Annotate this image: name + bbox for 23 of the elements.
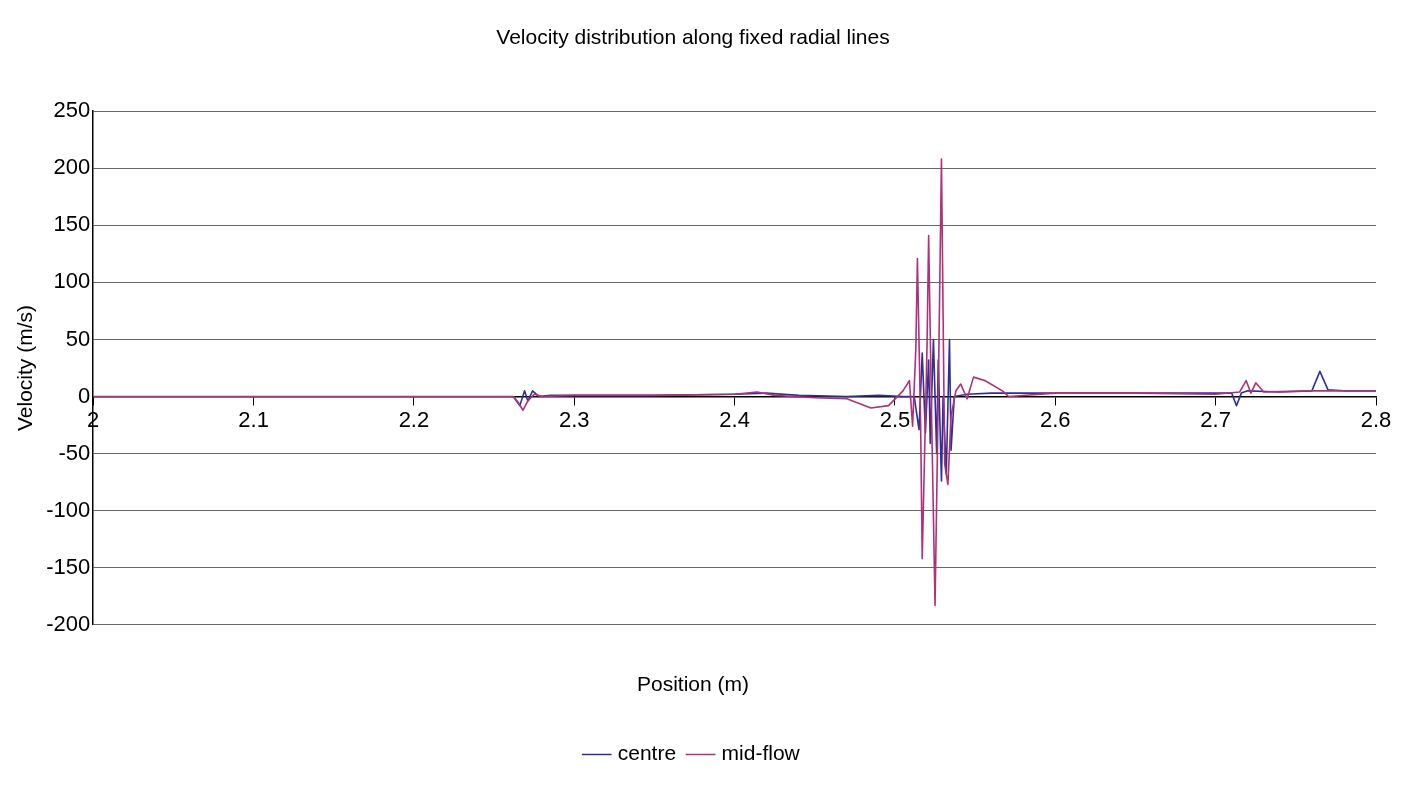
y-tick-label: 100: [53, 268, 91, 294]
legend-label: centre: [617, 741, 677, 765]
x-tick-label: 2.6: [1040, 406, 1071, 432]
y-tick-label: 200: [53, 154, 91, 180]
y-tick-label: 50: [65, 325, 91, 351]
y-tick-label: -200: [46, 610, 91, 636]
x-tick-label: 2.8: [1360, 406, 1392, 432]
y-tick-label: 150: [53, 211, 91, 237]
y-tick-label: 250: [53, 97, 91, 123]
legend-label: mid-flow: [721, 741, 801, 765]
y-tick-label: -100: [46, 496, 91, 522]
x-tick-label: 2.7: [1200, 406, 1231, 432]
x-tick-label: 2.5: [879, 406, 911, 432]
y-axis-title: Velocity (m/s): [13, 304, 37, 432]
x-tick-label: 2.2: [398, 406, 430, 432]
x-tick-label: 2.1: [238, 406, 269, 432]
x-axis-title: Position (m): [636, 672, 750, 696]
y-tick-label: -150: [46, 553, 91, 579]
x-tick-label: 2.4: [719, 406, 750, 432]
x-tick-label: 2.3: [558, 406, 590, 432]
y-tick-label: 0: [77, 382, 91, 408]
chart-title: Velocity distribution along fixed radial lines: [496, 25, 890, 49]
y-tick-label: -50: [58, 439, 91, 465]
